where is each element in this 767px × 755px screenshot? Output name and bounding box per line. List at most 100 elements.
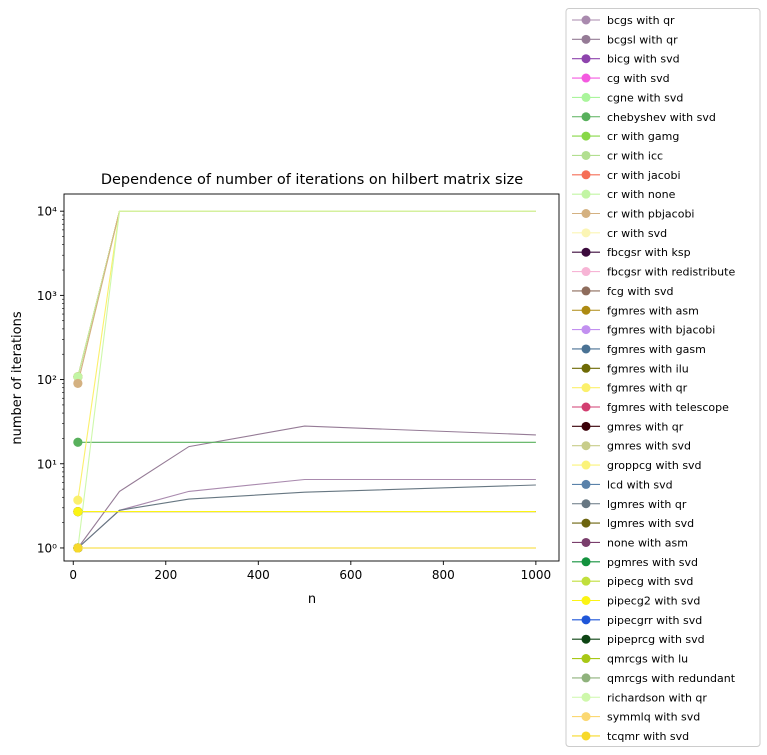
legend-label: cgne with svd [607,91,683,104]
legend-marker [581,54,591,64]
legend-marker [581,15,591,25]
marker-layer [73,372,83,553]
plot-area [63,193,560,562]
legend-marker [581,692,591,702]
legend-marker [581,654,591,664]
legend-label: pipeprcg with svd [607,633,705,646]
legend-label: bcgsl with qr [607,33,678,46]
x-tick-label: 600 [339,568,362,582]
legend-label: bcgs with qr [607,14,675,27]
legend-marker [581,731,591,741]
legend-marker [581,189,591,199]
legend-label: bicg with svd [607,53,680,66]
legend-marker [581,92,591,102]
series-line [77,210,536,549]
legend-marker [581,209,591,218]
legend-marker [581,402,591,412]
legend-label: lcd with svd [607,478,673,491]
legend-label: qmrcgs with redundant [607,672,736,685]
legend-marker [581,247,591,257]
legend-marker [581,537,591,547]
legend-label: fbcgsr with redistribute [607,266,735,279]
x-axis-label: n [308,592,316,607]
legend-marker [581,499,591,509]
x-axis: 0 200 400 600 800 1000 [69,561,551,582]
legend-label: pgmres with svd [607,556,698,569]
y-tick-label: 10¹ [37,457,57,471]
series-line [77,484,536,549]
legend-marker [581,131,591,141]
legend-label: fgmres with qr [607,382,688,395]
legend-label: pipecgrr with svd [607,614,702,627]
legend-label: pipecg with svd [607,575,693,588]
legend-label: cg with svd [607,72,670,85]
series-marker [73,543,83,553]
legend-label: pipecg2 with svd [607,595,700,608]
legend-label: fgmres with gasm [607,343,706,356]
legend-marker [581,363,591,373]
legend-marker [581,712,591,722]
legend-marker [581,286,591,296]
legend-marker [581,518,591,528]
y-tick-label: 10⁰ [37,541,57,555]
series-line [77,425,536,549]
legend-marker [581,150,591,160]
legend-marker [581,421,591,431]
plot-frame [64,194,559,561]
legend-label: fbcgsr with ksp [607,246,691,259]
legend-label: groppcg with svd [607,459,702,472]
y-tick-label: 10⁴ [37,205,57,219]
x-tick-label: 200 [154,568,177,582]
y-axis-label: number of iterations [10,311,25,444]
legend-label: qmrcgs with lu [607,653,688,666]
legend: bcgs with qr bcgsl with qr bicg with svd cg… [565,8,761,747]
legend-marker [581,34,591,44]
legend-marker [581,383,591,393]
y-axis: 10⁰ 10¹ 10² 10³ 10⁴ [37,205,64,555]
legend-marker [581,228,591,238]
x-tick-label: 800 [432,568,455,582]
legend-label: cr with icc [607,149,663,162]
plot-border [63,193,560,562]
legend-label: none with asm [607,536,688,549]
series-layer [77,210,536,549]
legend-marker [581,73,591,83]
legend-marker [581,634,591,644]
y-tick-label: 10³ [37,289,57,303]
legend-marker [581,267,591,277]
legend-label: fgmres with asm [607,304,699,317]
legend-label: fgmres with bjacobi [607,324,715,337]
legend-label: fgmres with telescope [607,401,729,414]
legend-marker [581,170,591,180]
chart-title: Dependence of number of iterations on hi… [101,172,523,188]
legend-label: gmres with qr [607,420,684,433]
legend-marker [581,615,591,625]
series-marker [73,495,83,505]
legend-label: lgmres with svd [607,517,694,530]
legend-marker [581,673,591,683]
y-tick-label: 10² [37,373,57,387]
series-marker [73,437,83,447]
legend-label: fgmres with ilu [607,362,689,375]
legend-label: tcqmr with svd [607,730,689,743]
legend-label: cr with svd [607,227,667,240]
legend-label: richardson with qr [607,691,707,704]
legend-frame [565,8,761,747]
x-tick-label: 400 [247,568,270,582]
legend-marker [581,325,591,335]
legend-marker [581,344,591,354]
series-marker [73,372,83,382]
series-marker [73,378,83,389]
legend-marker [581,305,591,315]
legend-label: chebyshev with svd [607,111,716,124]
legend-marker [581,557,591,567]
series-marker [73,507,83,517]
legend-items: bcgs with qr bcgsl with qr bicg with svd cg… [572,14,736,743]
legend-marker [581,576,591,586]
legend-label: lgmres with qr [607,498,687,511]
legend-label: cr with none [607,188,676,201]
legend-label: cr with gamg [607,130,679,143]
legend-marker [581,441,591,451]
legend-label: fcg with svd [607,285,673,298]
